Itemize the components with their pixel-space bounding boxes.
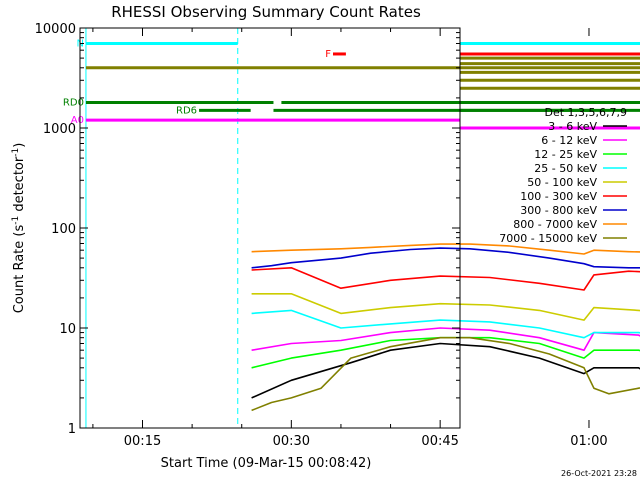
chart-title: RHESSI Observing Summary Count Rates (111, 3, 421, 21)
flag-label: F (325, 49, 331, 60)
legend-entry-label: 50 - 100 keV (527, 176, 597, 189)
series-line (251, 309, 640, 339)
legend-entry-label: 100 - 300 keV (520, 190, 597, 203)
legend-entry-label: 300 - 800 keV (520, 204, 597, 217)
series-line (251, 342, 640, 399)
y-tick-label: 10 (59, 322, 76, 337)
y-axis-label: Count Rate (s-1 detector-1) (11, 143, 27, 314)
x-tick-label: 00:30 (273, 434, 310, 449)
legend-title: Det 1,3,5,6,7,9 (544, 106, 627, 119)
legend-entry-label: 12 - 25 keV (534, 148, 597, 161)
y-tick-label: 10000 (35, 22, 76, 37)
legend-entry-label: 7000 - 15000 keV (499, 232, 597, 245)
legend-entry-label: 3 - 6 keV (548, 120, 597, 133)
legend-entry-label: 6 - 12 keV (541, 134, 597, 147)
series-line (251, 243, 640, 255)
y-tick-label: 1 (68, 422, 76, 437)
x-tick-label: 01:00 (570, 434, 607, 449)
series-line (251, 336, 640, 412)
series-line (251, 292, 640, 321)
timestamp: 26-Oct-2021 23:28 (561, 469, 637, 478)
flag-label: RD0 (63, 97, 84, 108)
y-tick-label: 100 (51, 222, 76, 237)
axes: 00:1500:3000:4501:0001:1501:3001:4511010… (35, 22, 608, 449)
y-tick-label: 1000 (43, 122, 76, 137)
series-lines (251, 243, 640, 412)
flag-bars: NFFD1FD9FD3FD8FD16RD0RD6A1A0 (63, 28, 640, 428)
x-tick-label: 00:45 (421, 434, 458, 449)
flag-label: RD6 (176, 105, 197, 116)
flag-label: A0 (71, 115, 84, 126)
x-tick-label: 00:15 (124, 434, 161, 449)
legend-entry-label: 25 - 50 keV (534, 162, 597, 175)
x-axis-label: Start Time (09-Mar-15 00:08:42) (161, 456, 372, 471)
legend-entry-label: 800 - 7000 keV (513, 218, 597, 231)
series-line (251, 247, 640, 269)
series-line (251, 266, 640, 291)
plot-frame (79, 27, 461, 429)
series-line (251, 327, 640, 352)
